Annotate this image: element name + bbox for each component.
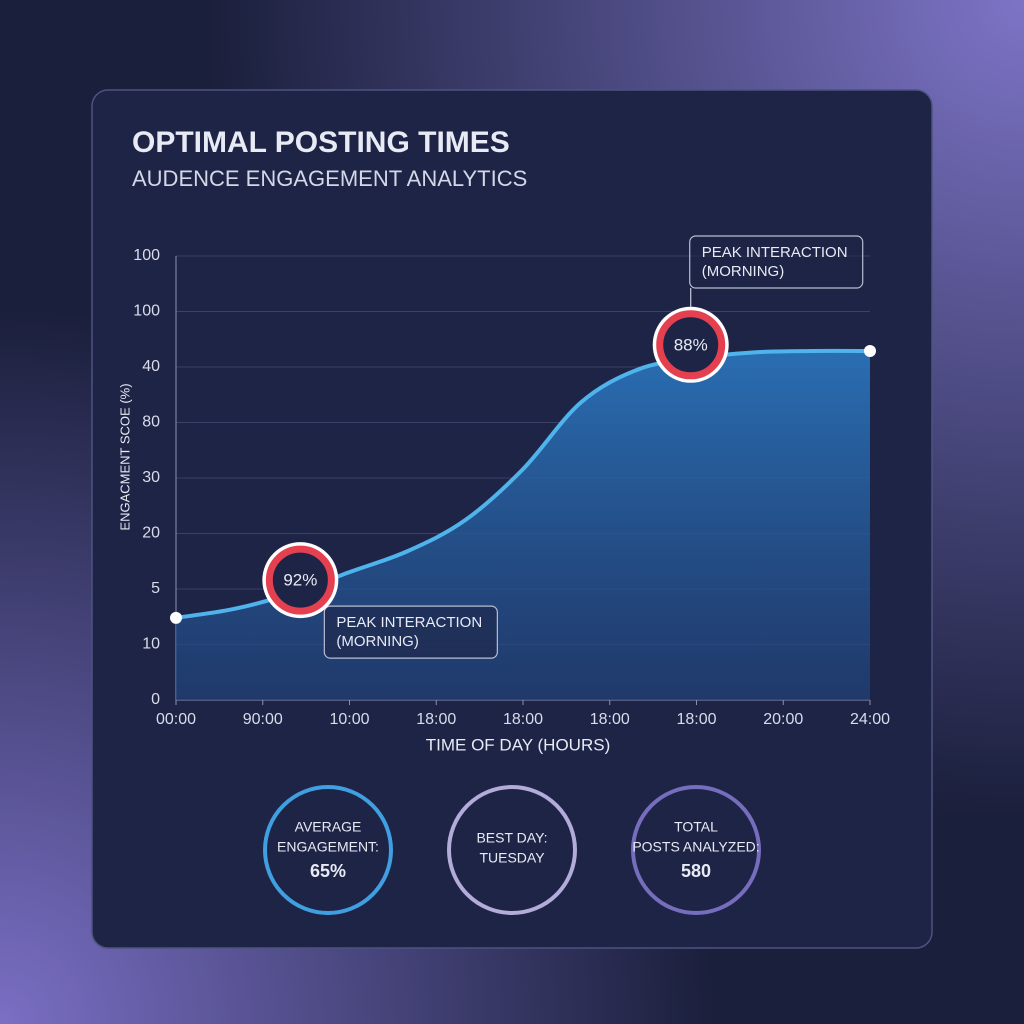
x-tick-label: 18:00 <box>676 711 716 728</box>
x-tick-label: 18:00 <box>503 711 543 728</box>
stat-ring <box>631 785 761 915</box>
x-axis-label: TIME OF DAY (HOURS) <box>426 735 611 754</box>
x-tick-label: 18:00 <box>590 711 630 728</box>
stat-label: AVERAGE <box>295 819 362 835</box>
stat-label: POSTS ANALYZED: <box>632 839 759 855</box>
stat-ring <box>263 785 393 915</box>
y-tick-label: 5 <box>151 580 160 597</box>
annotation: PEAK INTERACTION (MORNING) 92% <box>262 542 498 659</box>
annotation-note: (MORNING) <box>336 633 419 650</box>
chart-subtitle: AUDENCE ENGAGEMENT ANALYTICS <box>132 166 527 191</box>
y-tick-label: 100 <box>133 303 160 320</box>
marker-label: 92% <box>283 571 317 590</box>
y-tick-label: 20 <box>142 525 160 542</box>
x-tick-label: 00:00 <box>156 711 196 728</box>
stat-value: 580 <box>681 861 711 881</box>
marker-inner <box>656 310 726 380</box>
chart-title: OPTIMAL POSTING TIMES <box>132 126 510 159</box>
y-tick-label: 0 <box>151 691 160 708</box>
y-tick-label: 10 <box>142 636 160 653</box>
x-tick-label: 24:00 <box>850 711 890 728</box>
stat-label: TOTAL <box>674 819 718 835</box>
stat-value: 65% <box>310 861 346 881</box>
x-tick-label: 20:00 <box>763 711 803 728</box>
y-tick-label: 40 <box>142 358 160 375</box>
x-tick-label: 90:00 <box>243 711 283 728</box>
stat-label: BEST DAY: <box>476 830 547 846</box>
annotation-note: (MORNING) <box>702 263 785 280</box>
y-axis-label: ENGACMENT SCOE (%) <box>117 383 132 530</box>
annotation-note: PEAK INTERACTION <box>336 614 482 631</box>
marker-label: 88% <box>674 335 708 354</box>
x-tick-label: 10:00 <box>329 711 369 728</box>
y-tick-label: 30 <box>142 469 160 486</box>
annotation-box <box>323 605 498 659</box>
y-tick-label: 100 <box>133 247 160 264</box>
x-tick-label: 18:00 <box>416 711 456 728</box>
end-point <box>864 345 876 358</box>
marker-inner <box>265 545 335 615</box>
stat-label: ENGAGEMENT: <box>277 839 379 855</box>
end-point <box>170 611 182 624</box>
annotation-note: PEAK INTERACTION <box>702 244 848 261</box>
stat-label: TUESDAY <box>479 850 545 866</box>
stat-ring <box>447 785 577 915</box>
annotation: PEAK INTERACTION (MORNING) 88% <box>652 235 864 383</box>
y-tick-label: 80 <box>142 414 160 431</box>
annotation-box <box>689 235 864 289</box>
